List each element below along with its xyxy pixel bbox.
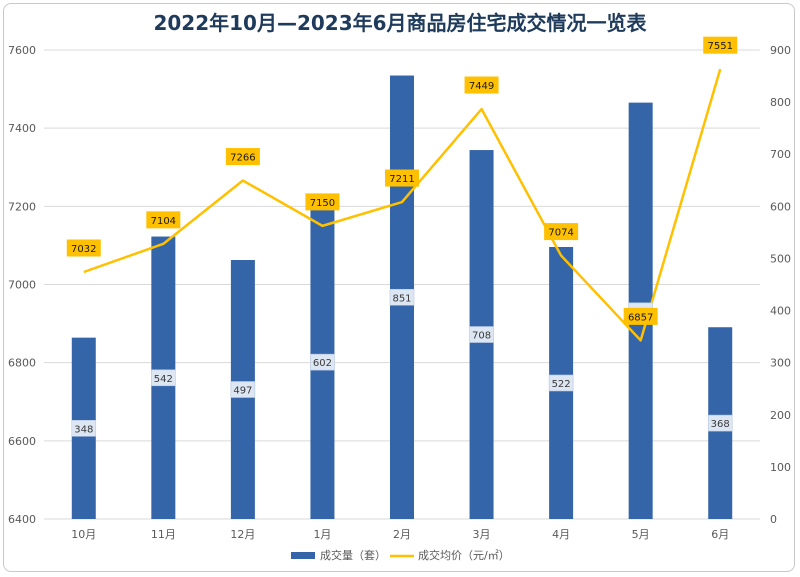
x-tick-label: 3月	[473, 528, 491, 541]
line-label-box	[623, 307, 658, 325]
bar-label-box	[71, 420, 97, 437]
line-label-box	[66, 239, 101, 257]
x-tick-label: 11月	[151, 528, 176, 541]
line-data-labels: 7032 7104 7266 7150 7211 7449 7074 6857 7551	[66, 36, 738, 325]
line-data-label: 7266	[230, 153, 255, 164]
line-data-label: 7449	[469, 81, 494, 92]
line-label-box	[464, 76, 499, 94]
x-axis-ticks: 10月 11月 12月 1月 2月 3月 4月 5月 6月	[71, 528, 729, 541]
right-tick-label: 300	[770, 357, 791, 370]
bar-data-label: 851	[392, 293, 411, 304]
left-tick-label: 6600	[8, 435, 36, 448]
bar-data-label: 542	[154, 374, 173, 385]
bar-data-label: 348	[74, 424, 93, 435]
bar-label-box	[151, 369, 176, 387]
line-data-label: 7150	[310, 198, 335, 209]
bar-label-box	[548, 374, 574, 392]
left-tick-label: 7600	[8, 44, 36, 57]
bar-label-box	[469, 326, 494, 343]
line-data-label: 6857	[628, 312, 653, 323]
bar-label-box	[310, 353, 335, 371]
line-data-label: 7104	[151, 216, 176, 227]
right-tick-label: 500	[770, 252, 791, 265]
line-label-box	[703, 36, 738, 54]
bar-label-box	[389, 288, 415, 306]
x-tick-label: 10月	[71, 528, 96, 541]
legend: 成交量（套） 成交均价（元/㎡）	[291, 548, 510, 562]
right-tick-label: 900	[770, 44, 791, 57]
bar-label-box	[230, 381, 256, 398]
bar-data-label: 522	[552, 379, 571, 390]
x-tick-label: 1月	[313, 528, 331, 541]
x-tick-label: 12月	[230, 528, 255, 541]
left-axis-ticks: 6400 6600 6800 7000 7200 7400 7600	[8, 44, 36, 526]
x-tick-label: 2月	[393, 528, 411, 541]
bar-data-label: 368	[711, 419, 730, 430]
left-tick-label: 7200	[8, 200, 36, 213]
line-data-label: 7032	[71, 244, 96, 255]
line-data-label: 7211	[389, 174, 414, 185]
right-tick-label: 600	[770, 200, 791, 213]
chart-title: 2022年10月—2023年6月商品房住宅成交情况一览表	[153, 11, 647, 35]
line-path	[83, 68, 722, 342]
bar-data-label: 602	[313, 358, 332, 369]
line-label-box	[385, 169, 419, 187]
x-tick-label: 4月	[552, 528, 570, 541]
right-tick-label: 800	[770, 96, 791, 109]
line-label-box	[225, 148, 260, 166]
x-tick-label: 6月	[711, 528, 729, 541]
legend-bar-label: 成交量（套）	[320, 548, 386, 562]
left-tick-label: 7000	[8, 279, 36, 292]
line-label-box	[544, 223, 579, 241]
right-tick-label: 200	[770, 409, 791, 422]
bar-label-box	[707, 414, 733, 432]
right-tick-label: 0	[770, 513, 777, 526]
bar-data-label: 708	[472, 331, 491, 342]
line-data-label: 7074	[548, 228, 573, 239]
right-tick-label: 700	[770, 148, 791, 161]
right-tick-label: 100	[770, 461, 791, 474]
legend-line-label: 成交均价（元/㎡）	[418, 548, 510, 562]
bar-data-label: 497	[233, 386, 252, 397]
line-series	[83, 68, 722, 342]
right-axis-ticks: 0 100 200 300 400 500 600 700 800 900	[770, 44, 791, 526]
legend-bar-swatch	[291, 552, 315, 559]
line-label-box	[146, 211, 181, 229]
x-tick-label: 5月	[632, 528, 650, 541]
left-tick-label: 7400	[8, 122, 36, 135]
right-tick-label: 400	[770, 305, 791, 318]
line-label-box	[305, 193, 340, 211]
left-tick-label: 6400	[8, 513, 36, 526]
line-data-label: 7551	[707, 41, 732, 52]
left-tick-label: 6800	[8, 357, 36, 370]
